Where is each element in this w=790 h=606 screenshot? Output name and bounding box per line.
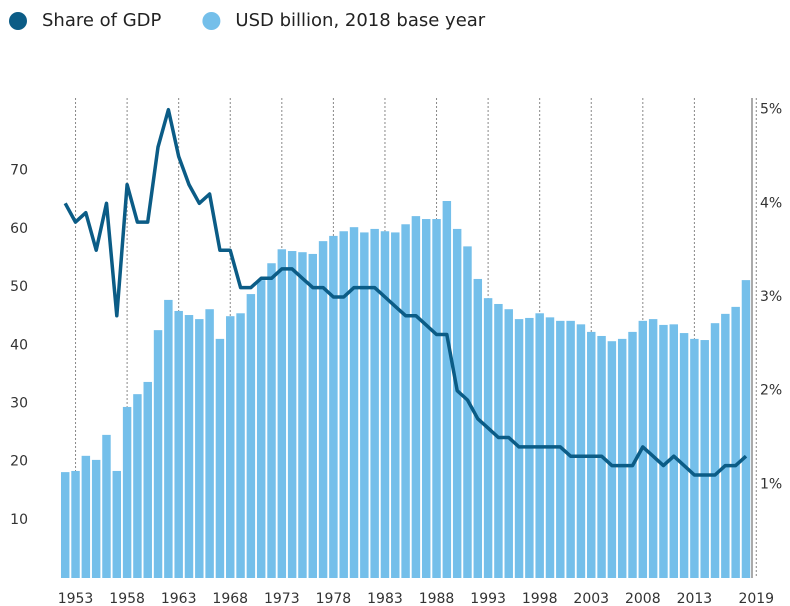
bar xyxy=(81,455,91,578)
y-tick-label: 70 xyxy=(10,163,28,179)
bar xyxy=(133,394,142,578)
bar xyxy=(731,306,740,578)
bar xyxy=(452,228,462,578)
bar xyxy=(164,299,173,578)
y-tick-label: 60 xyxy=(10,221,28,237)
bar xyxy=(360,232,369,579)
bar xyxy=(473,278,483,578)
bar xyxy=(277,249,287,578)
bar xyxy=(494,303,503,578)
bar xyxy=(215,338,225,578)
bar xyxy=(648,319,658,578)
y-tick-label: 40 xyxy=(10,337,28,353)
bar xyxy=(721,313,730,578)
bar xyxy=(411,216,421,579)
bar xyxy=(174,310,183,578)
bar xyxy=(339,231,348,578)
bar xyxy=(442,200,452,578)
bar xyxy=(226,316,235,578)
bar xyxy=(184,315,194,578)
bar xyxy=(576,324,586,578)
bar xyxy=(236,313,245,578)
bar xyxy=(298,252,307,578)
bar xyxy=(60,472,70,578)
bar xyxy=(380,231,390,578)
bar xyxy=(308,253,317,578)
x-tick-label: 1973 xyxy=(264,591,300,606)
bar xyxy=(401,224,410,579)
x-tick-label: 1958 xyxy=(109,591,145,606)
bar xyxy=(741,280,751,578)
bar xyxy=(267,263,276,578)
bar xyxy=(432,219,441,578)
x-tick-label: 2008 xyxy=(625,591,661,606)
y-tick-label: 20 xyxy=(10,454,28,470)
bar xyxy=(700,340,709,578)
x-tick-label: 2003 xyxy=(573,591,609,606)
x-tick-label: 1998 xyxy=(522,591,558,606)
bar xyxy=(504,309,513,578)
bar xyxy=(659,324,668,578)
x-tick-label: 1988 xyxy=(419,591,455,606)
bar xyxy=(463,246,472,578)
bar xyxy=(287,251,297,578)
bar xyxy=(112,470,122,578)
y-tick-label: 30 xyxy=(10,395,28,411)
y2-tick-label: 4% xyxy=(760,195,782,211)
x-tick-label: 2019 xyxy=(738,591,774,606)
bar xyxy=(349,227,359,578)
bar xyxy=(256,280,266,578)
y-tick-label: 10 xyxy=(10,512,28,528)
legend-label: Share of GDP xyxy=(42,10,162,31)
bar xyxy=(556,320,565,578)
bar xyxy=(566,320,575,578)
bar xyxy=(669,324,678,578)
bar xyxy=(628,331,637,578)
y2-tick-label: 1% xyxy=(760,476,782,492)
bar xyxy=(370,228,379,578)
bar xyxy=(607,341,617,578)
y2-tick-label: 3% xyxy=(760,289,782,305)
x-tick-label: 1968 xyxy=(212,591,248,606)
bar xyxy=(122,406,132,578)
bar xyxy=(391,232,400,579)
x-tick-label: 2013 xyxy=(677,591,713,606)
legend: Share of GDP USD billion, 2018 base year xyxy=(9,10,486,31)
bar xyxy=(71,470,80,578)
bar xyxy=(710,323,720,578)
bar xyxy=(143,381,152,578)
bar xyxy=(246,294,256,578)
x-tick-label: 1953 xyxy=(58,591,94,606)
bar xyxy=(483,298,493,578)
bar xyxy=(195,319,204,578)
x-tick-label: 1963 xyxy=(161,591,197,606)
line xyxy=(63,107,748,477)
bar xyxy=(153,330,163,578)
bar xyxy=(690,338,699,578)
bar xyxy=(102,434,111,578)
legend-label: USD billion, 2018 base year xyxy=(235,10,485,31)
y2-tick-label: 2% xyxy=(760,383,782,399)
y2-tick-label: 5% xyxy=(760,102,782,118)
legend-swatch xyxy=(202,12,221,30)
bar xyxy=(679,333,689,578)
bar xyxy=(329,235,338,578)
bar xyxy=(205,309,214,578)
x-tick-label: 1993 xyxy=(470,591,506,606)
bar xyxy=(421,219,431,578)
bar xyxy=(91,459,101,578)
x-tick-label: 1978 xyxy=(316,591,352,606)
bar xyxy=(318,241,328,578)
y-tick-label: 50 xyxy=(10,279,28,295)
x-tick-label: 1983 xyxy=(367,591,403,606)
legend-swatch xyxy=(9,12,27,30)
bar xyxy=(617,338,627,578)
